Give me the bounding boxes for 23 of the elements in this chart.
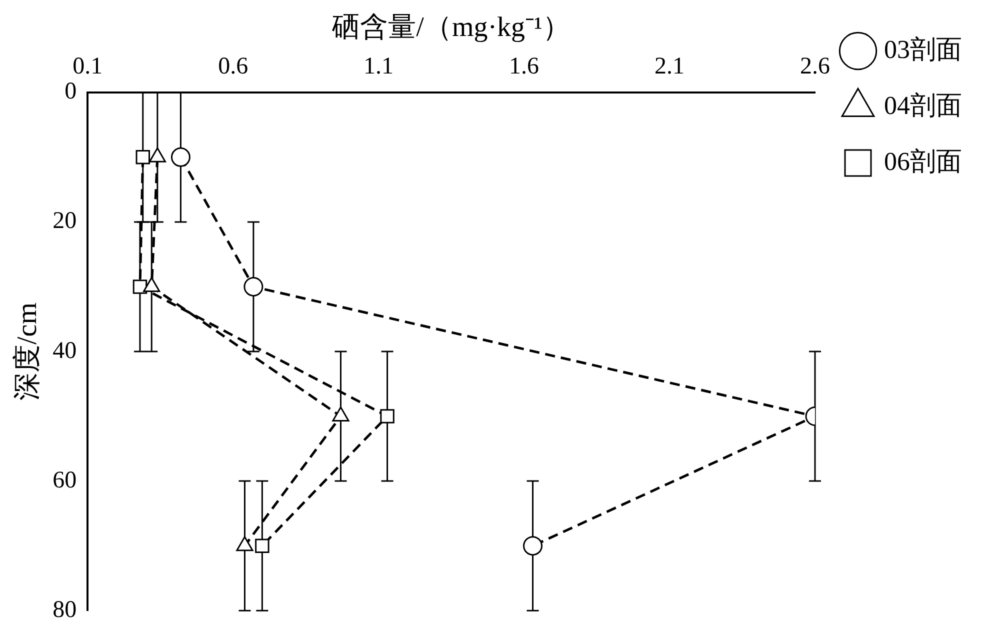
point: [170, 147, 190, 167]
x-axis-title: 硒含量/（mg·kg⁻¹）: [331, 12, 570, 44]
x-tick-label: 0.6: [218, 53, 248, 80]
point: [244, 276, 264, 296]
legend-label: 06剖面: [884, 146, 962, 176]
point: [255, 538, 270, 553]
legend-label: 03剖面: [884, 34, 962, 64]
point: [136, 150, 150, 164]
y-tick-label: 20: [52, 208, 77, 234]
legend-label: 04剖面: [884, 90, 962, 120]
point: [523, 536, 543, 556]
x-tick-label: 1.1: [364, 53, 394, 80]
x-tick-label: 2.6: [800, 53, 830, 80]
y-tick-label: 0: [64, 78, 77, 105]
y-tick-label: 60: [52, 467, 77, 494]
point: [380, 409, 394, 424]
x-tick-label: 2.1: [654, 53, 685, 80]
y-axis-title: 深度/cm: [12, 302, 44, 400]
y-tick-label: 80: [52, 596, 77, 623]
x-tick-label: 0.1: [72, 53, 103, 80]
y-tick-label: 40: [52, 338, 77, 364]
x-tick-label: 1.6: [509, 53, 540, 80]
point: [132, 280, 148, 294]
